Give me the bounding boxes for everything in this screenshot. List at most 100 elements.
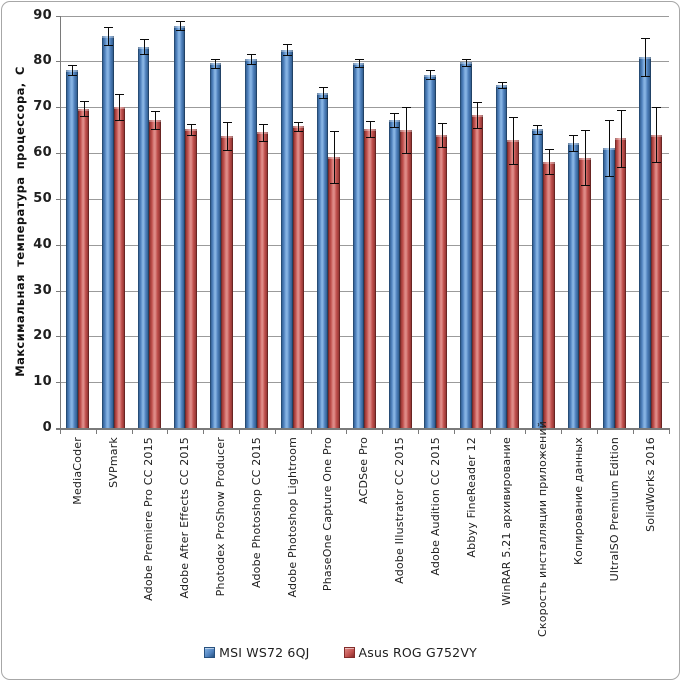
error-cap-top [544, 149, 554, 151]
bar-msi-2 [137, 46, 150, 428]
category-label-13: Скорость инсталляции приложений [536, 420, 550, 637]
y-tick-label-0: 0 [42, 420, 52, 435]
error-cap-top [533, 124, 543, 126]
category-label-7: PhaseOne Capture One Pro [321, 437, 335, 592]
error-cap-bottom [247, 64, 257, 66]
error-cap-top [473, 101, 483, 103]
bar-asus-9 [400, 130, 412, 428]
legend-label-asus: Asus ROG G752VY [358, 645, 477, 660]
error-cap-top [222, 122, 232, 124]
error-cap-top [616, 109, 626, 111]
bar-msi-9 [388, 120, 401, 428]
legend-swatch-asus [343, 647, 355, 658]
error-bar-asus-1 [119, 93, 121, 121]
error-cap-bottom [139, 54, 149, 55]
error-bar-asus-5 [262, 123, 264, 142]
bar-asus-13 [543, 161, 555, 428]
error-bar-asus-6 [298, 121, 300, 131]
bar-asus-1 [113, 107, 126, 428]
error-bar-msi-7 [322, 87, 324, 99]
error-cap-bottom [640, 76, 650, 78]
y-tick-label-70: 70 [33, 99, 52, 115]
bar-asus-5 [256, 132, 269, 428]
error-cap-bottom [366, 137, 375, 139]
y-tick-label-20: 20 [33, 328, 52, 344]
y-tick-label-60: 60 [33, 145, 52, 160]
x-tick-8 [346, 430, 348, 434]
error-cap-top [401, 106, 411, 108]
legend-item-msi: MSI WS72 6QJ [204, 645, 309, 660]
error-cap-bottom [211, 67, 221, 69]
x-tick-3 [167, 430, 169, 434]
error-cap-bottom [175, 30, 185, 32]
error-bar-msi-9 [394, 113, 396, 127]
error-cap-bottom [616, 166, 626, 168]
y-tick-50 [56, 198, 60, 200]
error-cap-bottom [294, 131, 304, 132]
error-cap-top [569, 135, 579, 137]
x-tick-7 [310, 430, 312, 434]
bar-asus-12 [507, 140, 519, 428]
y-tick-label-10: 10 [33, 374, 52, 390]
error-cap-bottom [187, 134, 197, 136]
category-label-15: UltraISO Premium Edition [607, 437, 621, 582]
category-label-14: Копирование данных [572, 437, 585, 565]
error-cap-top [461, 58, 471, 60]
error-cap-top [211, 58, 221, 60]
category-label-8: ACDSee Pro [357, 437, 371, 504]
y-tick-label-50: 50 [33, 190, 52, 206]
category-label-16: SolidWorks 2016 [643, 437, 657, 532]
category-label-3: Adobe After Effects CC 2015 [178, 437, 192, 599]
error-cap-bottom [222, 149, 232, 151]
error-bar-msi-10 [430, 70, 432, 80]
error-cap-bottom [473, 128, 483, 130]
error-bar-msi-6 [286, 44, 288, 56]
bar-asus-3 [185, 129, 197, 428]
error-cap-bottom [544, 174, 554, 176]
error-cap-bottom [426, 79, 436, 81]
y-tick-90 [56, 15, 60, 17]
error-bar-asus-2 [155, 111, 157, 129]
error-bar-msi-0 [72, 64, 74, 75]
y-tick-70 [56, 107, 60, 109]
error-bar-asus-8 [370, 120, 371, 138]
error-cap-bottom [580, 185, 590, 187]
category-label-9: Adobe Illustrator CC 2015 [393, 437, 407, 584]
gridline-80 [61, 61, 669, 63]
error-cap-bottom [68, 74, 78, 76]
error-bar-msi-12 [501, 81, 503, 88]
error-cap-top [258, 123, 268, 125]
category-label-6: Adobe Photoshop Lightroom [285, 437, 299, 598]
error-cap-top [282, 44, 292, 46]
error-cap-top [294, 121, 304, 123]
error-bar-msi-14 [573, 135, 575, 151]
error-cap-bottom [509, 163, 519, 165]
error-bar-msi-16 [644, 37, 646, 77]
error-cap-top [640, 37, 650, 39]
bar-msi-14 [567, 142, 579, 428]
error-cap-top [580, 130, 590, 132]
error-cap-bottom [533, 133, 543, 135]
category-label-11: Abbyy FineReader 12 [464, 437, 478, 558]
error-cap-top [509, 116, 519, 118]
y-tick-80 [56, 61, 60, 63]
legend-swatch-msi [204, 647, 216, 658]
x-tick-9 [382, 430, 384, 434]
bar-asus-11 [471, 114, 484, 428]
bar-asus-10 [435, 135, 448, 428]
y-axis-line [60, 15, 61, 428]
error-bar-asus-3 [191, 123, 193, 135]
error-bar-asus-4 [226, 122, 228, 150]
x-tick-5 [238, 430, 240, 434]
error-cap-top [605, 120, 615, 122]
error-cap-top [652, 107, 662, 109]
bar-msi-15 [603, 148, 615, 428]
error-bar-msi-4 [215, 58, 217, 68]
error-cap-bottom [605, 176, 615, 178]
bar-msi-4 [209, 63, 222, 428]
error-cap-top [68, 64, 78, 66]
gridline-70 [61, 107, 669, 109]
error-bar-asus-13 [548, 149, 550, 175]
x-tick-10 [417, 430, 419, 434]
x-tick-13 [525, 430, 527, 434]
